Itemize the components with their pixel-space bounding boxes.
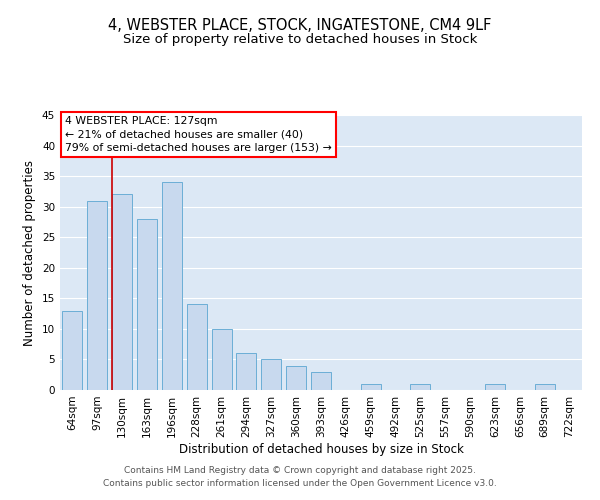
Y-axis label: Number of detached properties: Number of detached properties	[23, 160, 37, 346]
Bar	[262, 360, 281, 390]
Text: 4, WEBSTER PLACE, STOCK, INGATESTONE, CM4 9LF: 4, WEBSTER PLACE, STOCK, INGATESTONE, CM…	[109, 18, 491, 32]
Bar	[112, 194, 132, 390]
Bar	[62, 310, 82, 390]
Bar	[187, 304, 206, 390]
Text: 4 WEBSTER PLACE: 127sqm
← 21% of detached houses are smaller (40)
79% of semi-de: 4 WEBSTER PLACE: 127sqm ← 21% of detache…	[65, 116, 332, 153]
Bar	[311, 372, 331, 390]
Bar	[361, 384, 380, 390]
Text: Contains HM Land Registry data © Crown copyright and database right 2025.
Contai: Contains HM Land Registry data © Crown c…	[103, 466, 497, 487]
Bar	[485, 384, 505, 390]
X-axis label: Distribution of detached houses by size in Stock: Distribution of detached houses by size …	[179, 442, 463, 456]
Bar	[212, 329, 232, 390]
Bar	[88, 200, 107, 390]
Bar	[410, 384, 430, 390]
Bar	[137, 219, 157, 390]
Bar	[162, 182, 182, 390]
Bar	[236, 354, 256, 390]
Bar	[535, 384, 554, 390]
Bar	[286, 366, 306, 390]
Text: Size of property relative to detached houses in Stock: Size of property relative to detached ho…	[123, 32, 477, 46]
